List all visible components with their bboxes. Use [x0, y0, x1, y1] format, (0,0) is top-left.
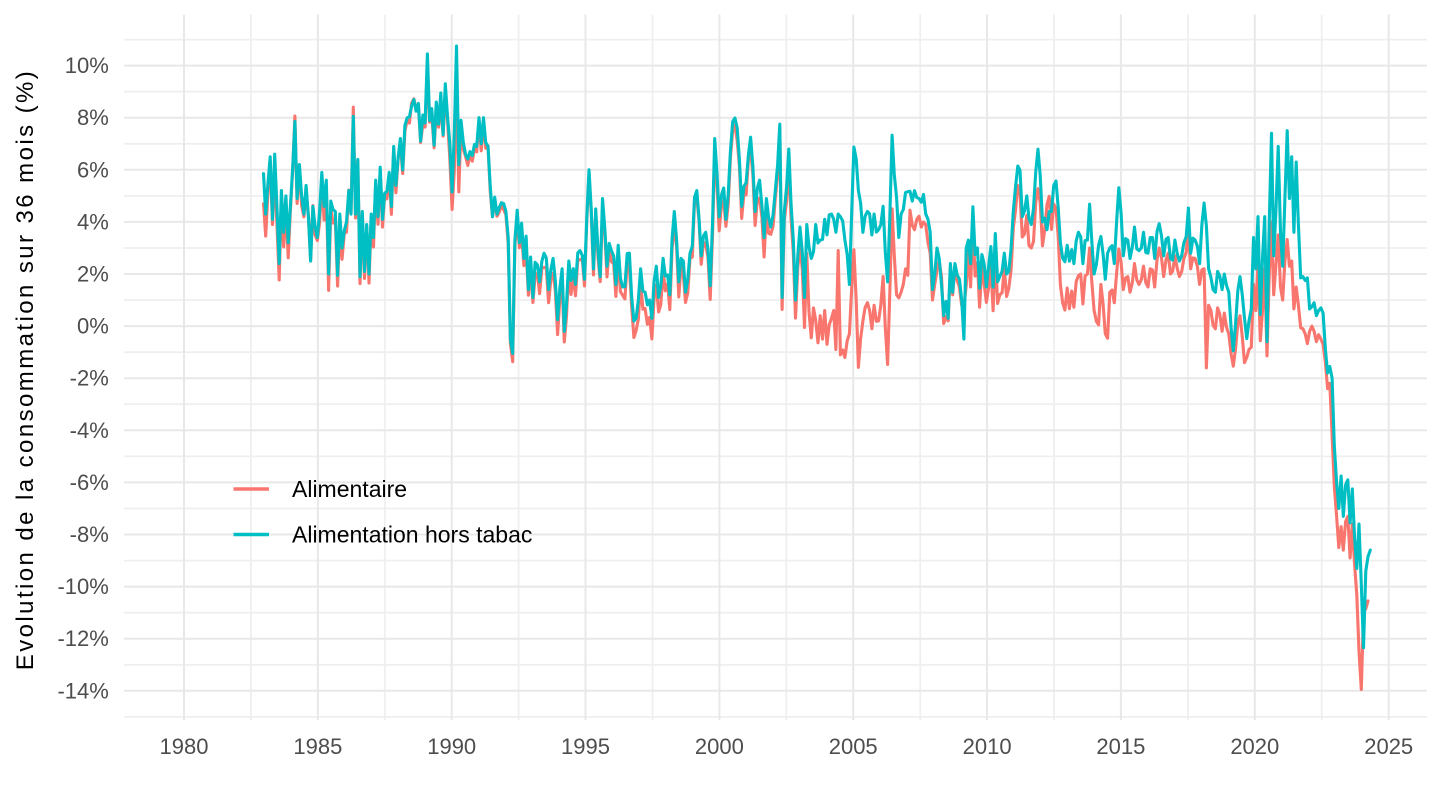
svg-text:2%: 2% [77, 262, 109, 287]
svg-text:-8%: -8% [70, 522, 109, 547]
svg-text:2015: 2015 [1096, 734, 1145, 759]
svg-text:-4%: -4% [70, 418, 109, 443]
svg-text:2000: 2000 [695, 734, 744, 759]
svg-text:2005: 2005 [829, 734, 878, 759]
svg-text:6%: 6% [77, 157, 109, 182]
svg-text:Evolution de la consommation s: Evolution de la consommation sur 36 mois… [12, 69, 39, 670]
svg-text:0%: 0% [77, 314, 109, 339]
svg-text:Alimentaire: Alimentaire [292, 476, 407, 502]
svg-text:-12%: -12% [57, 626, 108, 651]
svg-text:1990: 1990 [427, 734, 476, 759]
svg-text:-2%: -2% [70, 366, 109, 391]
svg-text:Alimentation hors tabac: Alimentation hors tabac [292, 522, 532, 548]
svg-text:1980: 1980 [160, 734, 209, 759]
svg-text:2020: 2020 [1230, 734, 1279, 759]
svg-text:-10%: -10% [57, 574, 108, 599]
svg-text:2010: 2010 [963, 734, 1012, 759]
svg-text:-6%: -6% [70, 470, 109, 495]
svg-text:4%: 4% [77, 209, 109, 234]
svg-text:-14%: -14% [57, 678, 108, 703]
svg-text:10%: 10% [65, 53, 109, 78]
svg-text:1995: 1995 [561, 734, 610, 759]
svg-text:1985: 1985 [293, 734, 342, 759]
svg-text:8%: 8% [77, 105, 109, 130]
svg-text:2025: 2025 [1364, 734, 1413, 759]
